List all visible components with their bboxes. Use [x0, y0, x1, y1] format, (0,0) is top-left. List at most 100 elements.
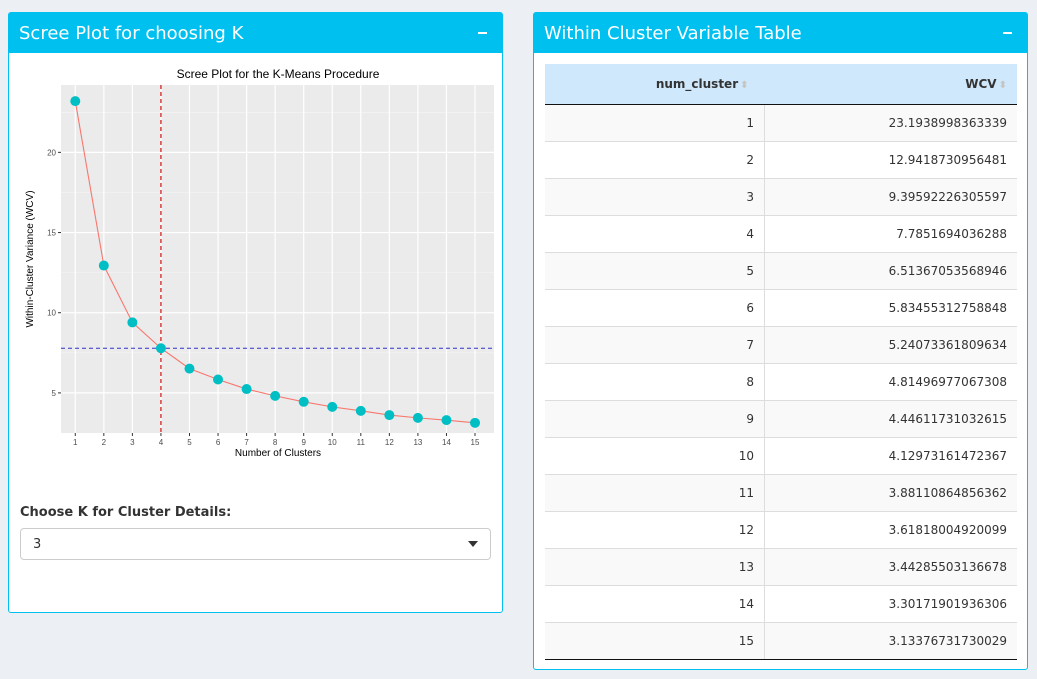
cell-wcv: 3.44285503136678	[764, 548, 1017, 586]
x-tick-label: 3	[130, 438, 135, 447]
data-point	[327, 401, 338, 412]
cell-num-cluster: 10	[545, 437, 765, 475]
y-axis-label: Within-Cluster Variance (WCV)	[25, 190, 36, 327]
cell-num-cluster: 12	[545, 511, 765, 549]
data-point	[127, 317, 138, 328]
cell-num-cluster: 15	[545, 622, 765, 660]
scree-plot-box-title: Scree Plot for choosing K	[19, 22, 244, 44]
data-point	[98, 260, 109, 271]
data-point	[241, 384, 252, 395]
data-point	[470, 417, 481, 428]
data-point	[270, 390, 281, 401]
collapse-icon[interactable]	[472, 23, 492, 43]
cell-wcv: 9.39592226305597	[764, 178, 1017, 216]
cell-num-cluster: 7	[545, 326, 765, 364]
wcv-table: num_cluster ⬍ WCV ⬍ 1 23.1938998363339 2 12.9…	[545, 64, 1017, 660]
cell-wcv: 4.81496977067308	[764, 363, 1017, 401]
x-tick-label: 6	[216, 438, 221, 447]
cell-num-cluster: 13	[545, 548, 765, 586]
cell-wcv: 12.9418730956481	[764, 141, 1017, 179]
wcv-table-box: Within Cluster Variable Table num_cluste…	[533, 12, 1028, 670]
cell-num-cluster: 8	[545, 363, 765, 401]
data-point	[384, 410, 395, 421]
table-row[interactable]: 9 4.44611731032615	[545, 400, 1017, 438]
cell-wcv: 4.44611731032615	[764, 400, 1017, 438]
y-tick-label: 15	[47, 229, 56, 238]
x-tick-label: 10	[328, 438, 337, 447]
plot-panel	[61, 85, 494, 433]
table-row[interactable]: 5 6.51367053568946	[545, 252, 1017, 290]
cell-num-cluster: 1	[545, 104, 765, 142]
table-row[interactable]: 1 23.1938998363339	[545, 104, 1017, 142]
y-tick-label: 20	[47, 148, 56, 157]
sort-icon: ⬍	[998, 80, 1007, 91]
cell-num-cluster: 11	[545, 474, 765, 512]
data-point	[355, 405, 366, 416]
table-row[interactable]: 7 5.24073361809634	[545, 326, 1017, 364]
table-row[interactable]: 4 7.7851694036288	[545, 215, 1017, 253]
cell-wcv: 5.24073361809634	[764, 326, 1017, 364]
wcv-table-box-header: Within Cluster Variable Table	[534, 13, 1027, 53]
cell-num-cluster: 9	[545, 400, 765, 438]
x-tick-label: 12	[385, 438, 394, 447]
x-tick-label: 7	[244, 438, 249, 447]
x-tick-label: 2	[102, 438, 107, 447]
table-row[interactable]: 11 3.88110864856362	[545, 474, 1017, 512]
table-row[interactable]: 14 3.30171901936306	[545, 585, 1017, 623]
sort-icon: ⬍	[740, 80, 749, 91]
data-point	[213, 374, 224, 385]
table-row[interactable]: 3 9.39592226305597	[545, 178, 1017, 216]
cell-wcv: 4.12973161472367	[764, 437, 1017, 475]
choose-k-value: 3	[33, 536, 42, 552]
choose-k-label: Choose K for Cluster Details:	[20, 505, 232, 520]
x-tick-label: 8	[273, 438, 278, 447]
cell-wcv: 3.61818004920099	[764, 511, 1017, 549]
column-header-num-cluster[interactable]: num_cluster ⬍	[545, 64, 765, 105]
cell-wcv: 3.88110864856362	[764, 474, 1017, 512]
x-tick-label: 1	[73, 438, 78, 447]
x-tick-label: 13	[413, 438, 422, 447]
data-point	[298, 396, 309, 407]
chevron-down-icon	[468, 541, 478, 547]
cell-num-cluster: 5	[545, 252, 765, 290]
table-row[interactable]: 15 3.13376731730029	[545, 622, 1017, 660]
table-row[interactable]: 12 3.61818004920099	[545, 511, 1017, 549]
cell-wcv: 23.1938998363339	[764, 104, 1017, 142]
table-row[interactable]: 2 12.9418730956481	[545, 141, 1017, 179]
table-row[interactable]: 13 3.44285503136678	[545, 548, 1017, 586]
x-tick-label: 9	[301, 438, 306, 447]
data-point	[70, 96, 81, 107]
cell-num-cluster: 14	[545, 585, 765, 623]
data-point	[412, 412, 423, 423]
cell-wcv: 3.30171901936306	[764, 585, 1017, 623]
table-row[interactable]: 10 4.12973161472367	[545, 437, 1017, 475]
x-tick-label: 14	[442, 438, 451, 447]
y-tick-label: 10	[47, 309, 56, 318]
table-row[interactable]: 6 5.83455312758848	[545, 289, 1017, 327]
x-tick-label: 4	[159, 438, 164, 447]
cell-num-cluster: 2	[545, 141, 765, 179]
wcv-table-box-title: Within Cluster Variable Table	[544, 22, 802, 44]
x-tick-label: 5	[187, 438, 192, 447]
data-point	[155, 343, 166, 354]
choose-k-select[interactable]: 3	[20, 528, 491, 560]
x-tick-label: 11	[357, 438, 366, 447]
cell-wcv: 7.7851694036288	[764, 215, 1017, 253]
column-header-wcv[interactable]: WCV ⬍	[764, 64, 1017, 105]
collapse-icon[interactable]	[997, 23, 1017, 43]
cell-num-cluster: 4	[545, 215, 765, 253]
table-row[interactable]: 8 4.81496977067308	[545, 363, 1017, 401]
y-tick-label: 5	[52, 389, 57, 398]
cell-wcv: 6.51367053568946	[764, 252, 1017, 290]
cell-wcv: 3.13376731730029	[764, 622, 1017, 660]
x-tick-label: 15	[471, 438, 480, 447]
table-header-row: num_cluster ⬍ WCV ⬍	[545, 64, 1017, 105]
scree-plot-box: Scree Plot for choosing K 5 10 15 20 1 2 3 4 5 6 7…	[8, 12, 503, 613]
x-axis-label: Number of Clusters	[235, 448, 321, 459]
cell-wcv: 5.83455312758848	[764, 289, 1017, 327]
data-point	[184, 363, 195, 374]
data-point	[441, 415, 452, 426]
scree-plot-box-header: Scree Plot for choosing K	[9, 13, 502, 53]
cell-num-cluster: 3	[545, 178, 765, 216]
